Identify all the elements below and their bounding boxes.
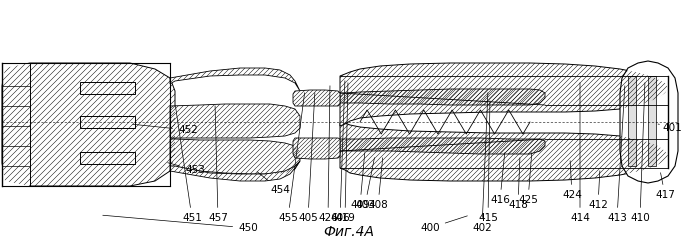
Bar <box>2 63 30 186</box>
Text: 412: 412 <box>588 171 608 210</box>
Polygon shape <box>340 138 545 154</box>
Polygon shape <box>340 89 545 105</box>
Text: 452: 452 <box>133 124 198 135</box>
Text: 450: 450 <box>103 215 258 233</box>
Text: 402: 402 <box>472 93 492 233</box>
Text: 410: 410 <box>630 83 650 223</box>
Bar <box>80 152 135 164</box>
Polygon shape <box>620 61 678 183</box>
Text: 403: 403 <box>355 158 375 210</box>
Text: 413: 413 <box>607 86 627 223</box>
Text: 401: 401 <box>658 123 682 133</box>
Polygon shape <box>170 139 300 174</box>
Text: 419: 419 <box>335 83 355 223</box>
Bar <box>80 82 135 94</box>
Text: 414: 414 <box>570 83 590 223</box>
Polygon shape <box>170 161 300 181</box>
Bar <box>648 76 656 166</box>
Text: 408: 408 <box>368 158 388 210</box>
Text: 409: 409 <box>350 153 370 210</box>
Polygon shape <box>170 68 300 91</box>
Text: 418: 418 <box>508 158 528 210</box>
Polygon shape <box>170 104 300 138</box>
Text: 424: 424 <box>562 161 582 200</box>
Polygon shape <box>2 63 175 186</box>
Bar <box>628 76 636 166</box>
Text: 417: 417 <box>655 173 675 200</box>
Text: 416: 416 <box>490 153 510 205</box>
Text: 426: 426 <box>318 86 338 223</box>
Bar <box>80 116 135 128</box>
Text: 453: 453 <box>168 163 205 175</box>
Text: Фиг.4А: Фиг.4А <box>324 225 375 239</box>
Polygon shape <box>293 138 340 159</box>
Text: 457: 457 <box>208 106 228 223</box>
Polygon shape <box>340 63 668 126</box>
Polygon shape <box>293 90 340 106</box>
Polygon shape <box>340 123 668 181</box>
Text: 406: 406 <box>330 81 350 223</box>
Text: 455: 455 <box>278 93 305 223</box>
Text: 415: 415 <box>478 101 498 223</box>
Text: 454: 454 <box>257 172 290 195</box>
Text: 425: 425 <box>518 153 538 205</box>
Text: 451: 451 <box>175 106 202 223</box>
Text: 400: 400 <box>420 216 468 233</box>
Text: 405: 405 <box>298 93 318 223</box>
